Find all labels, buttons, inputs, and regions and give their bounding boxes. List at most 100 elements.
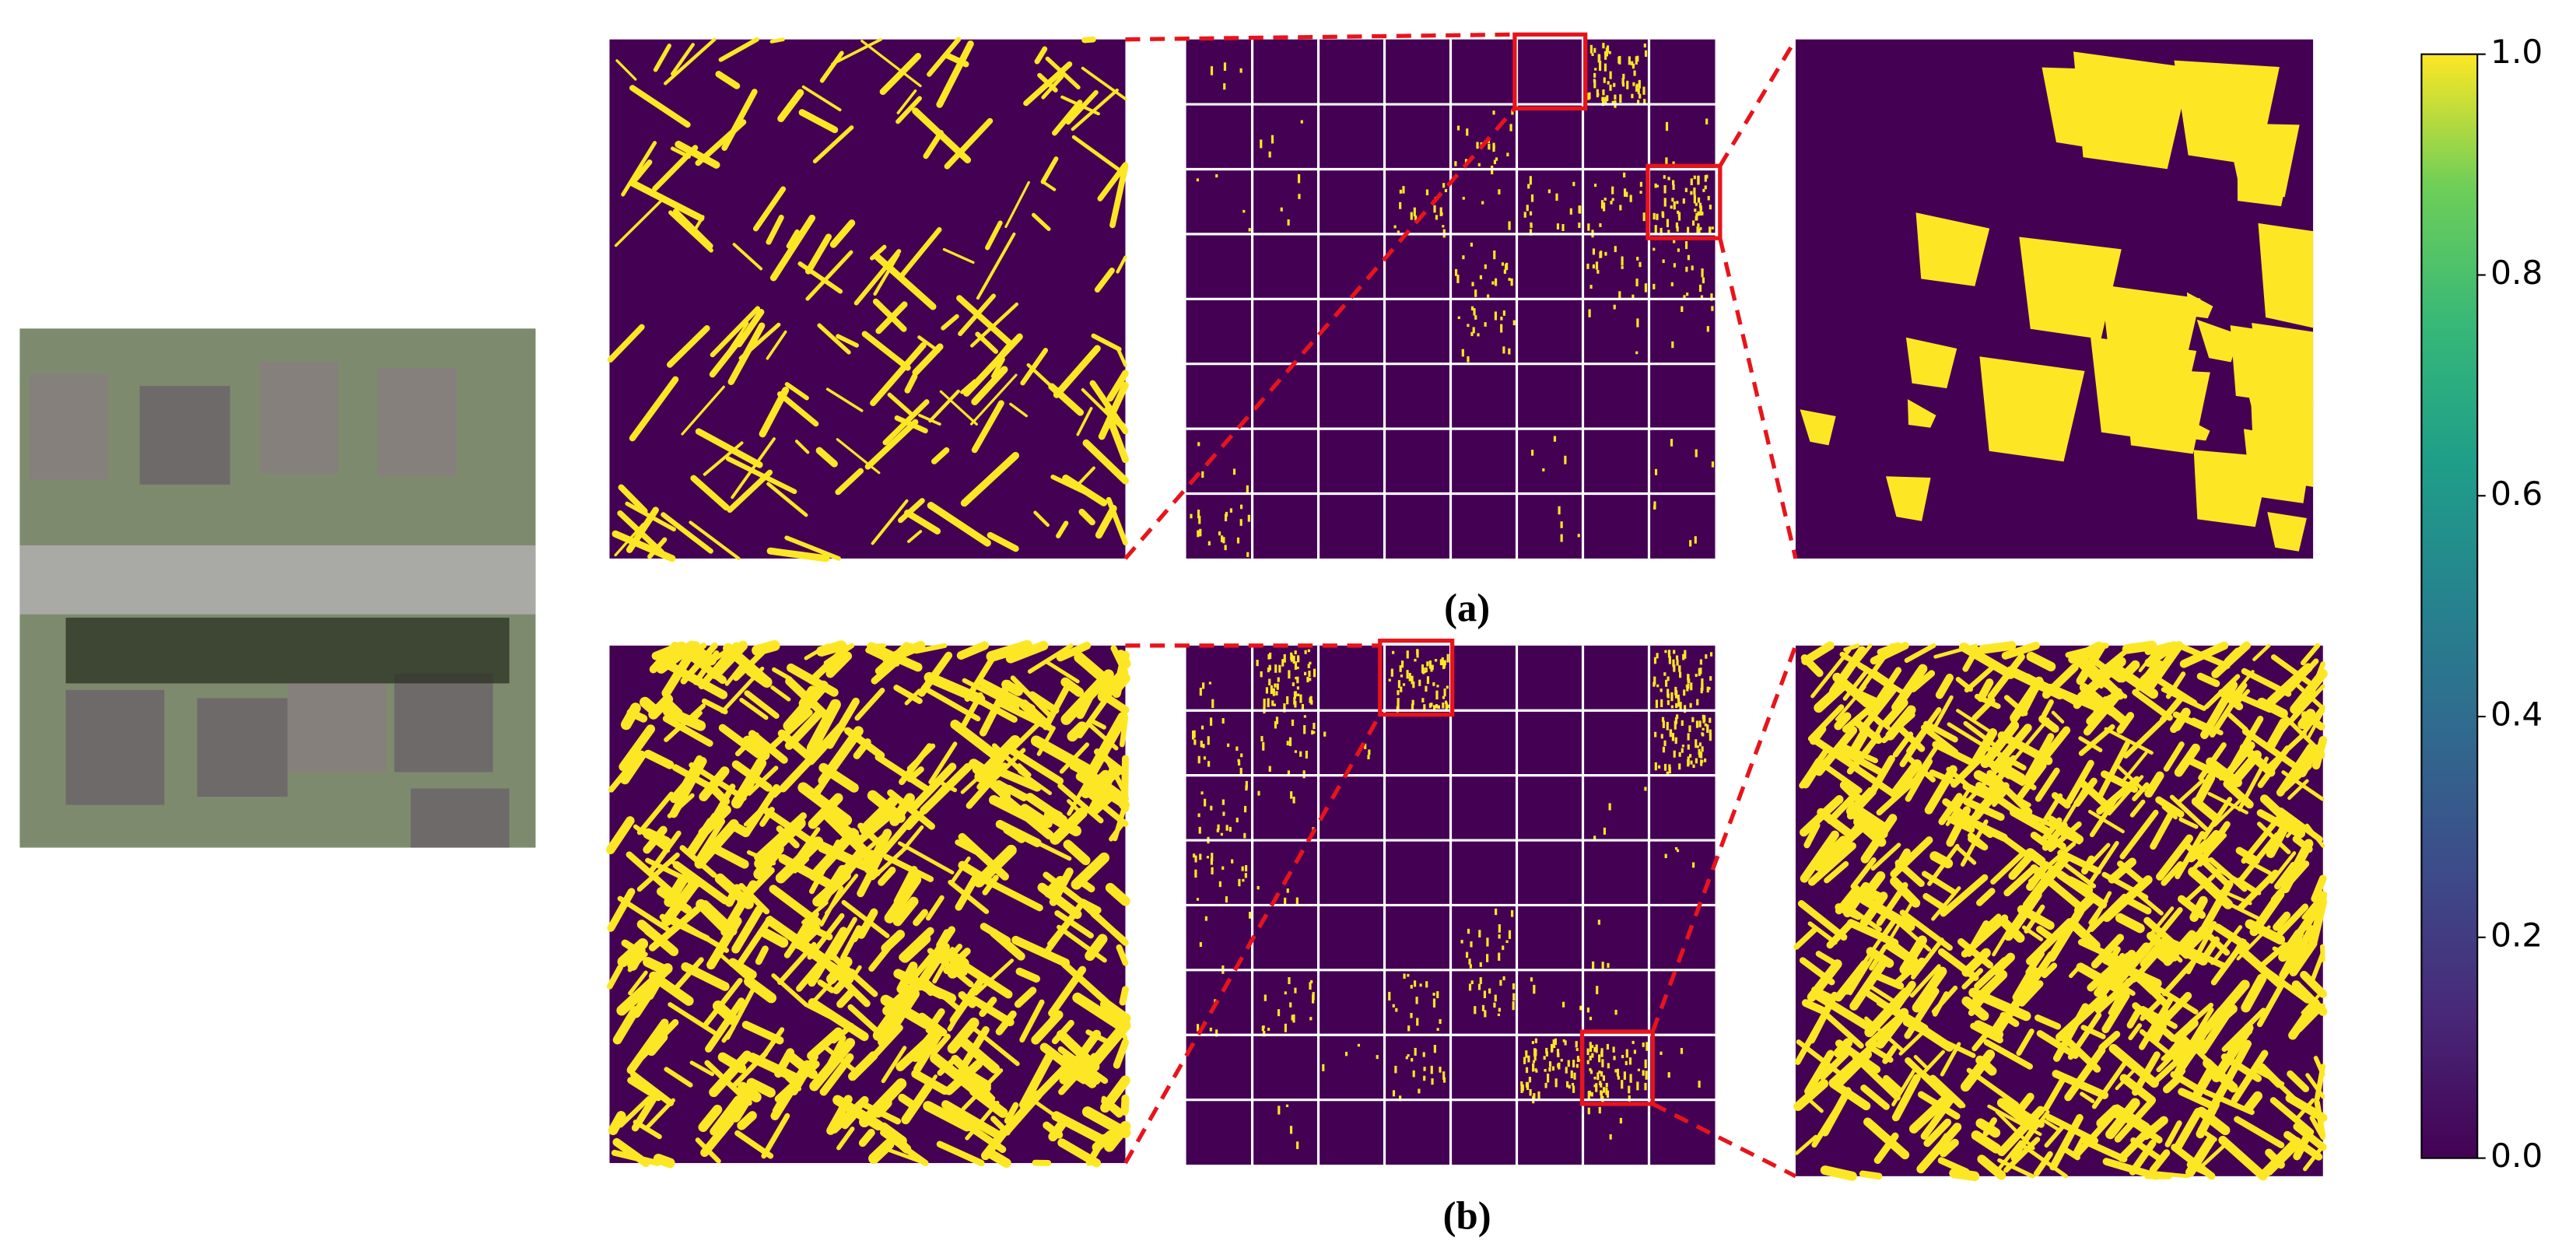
activation — [1610, 200, 1613, 205]
binary-map — [1795, 39, 2314, 559]
activation — [1406, 650, 1409, 659]
activation — [1109, 163, 1129, 229]
activation — [1494, 311, 1498, 321]
activation — [2104, 727, 2154, 755]
activation — [1207, 736, 1210, 745]
activation — [1670, 205, 1673, 209]
activation — [2018, 980, 2044, 1007]
zoom-line — [1718, 38, 1798, 167]
activation — [847, 1004, 878, 1032]
activation — [981, 876, 1043, 912]
activation — [833, 820, 864, 846]
activation — [1592, 961, 1595, 970]
activation — [1843, 643, 1860, 652]
activation — [925, 895, 945, 921]
activation — [633, 159, 653, 182]
activation — [783, 910, 819, 958]
activation — [1442, 183, 1446, 188]
activation — [1508, 930, 1512, 939]
activation — [1882, 699, 1908, 727]
activation — [1206, 856, 1210, 859]
activation — [755, 945, 769, 965]
activation — [1477, 333, 1480, 337]
activation — [754, 812, 807, 861]
activation — [1859, 1170, 1883, 1180]
activation — [1642, 1042, 1645, 1047]
activation — [765, 916, 825, 962]
activation — [1586, 1048, 1589, 1056]
activation — [1225, 825, 1228, 831]
activation — [1010, 675, 1054, 720]
activation — [1457, 316, 1460, 320]
activation — [1493, 1002, 1496, 1008]
activation — [1443, 688, 1446, 697]
activation — [2185, 1134, 2216, 1177]
activation — [1544, 1082, 1547, 1088]
activation — [1608, 803, 1611, 811]
activation — [1208, 682, 1211, 685]
activation — [1690, 682, 1693, 691]
activation — [2252, 643, 2271, 661]
activation — [2203, 674, 2241, 710]
activation — [1923, 1118, 1952, 1148]
activation — [2076, 661, 2104, 689]
activation — [1390, 668, 1393, 677]
activation — [1532, 1060, 1536, 1064]
activation — [1682, 654, 1685, 661]
activation — [1245, 780, 1248, 789]
activation — [1472, 327, 1475, 334]
activation — [1593, 72, 1596, 78]
activation — [1082, 439, 1130, 485]
activation — [1587, 1091, 1590, 1099]
activation — [898, 498, 925, 524]
activation — [1309, 1017, 1313, 1021]
activation — [1099, 998, 1131, 1025]
activation — [1696, 226, 1699, 236]
activation — [1293, 696, 1296, 705]
activation — [1231, 859, 1234, 864]
activation — [1273, 703, 1276, 706]
activation — [1059, 1029, 1102, 1085]
colorbar-tick-label: 1.0 — [2490, 33, 2543, 71]
activation — [1711, 461, 1715, 468]
activation — [1270, 685, 1273, 695]
activation — [1297, 657, 1300, 663]
activation — [2080, 855, 2095, 875]
activation — [2101, 682, 2128, 699]
activation — [1419, 983, 1422, 987]
activation — [2269, 1097, 2315, 1136]
activation — [1092, 773, 1130, 803]
activation — [1078, 899, 1102, 914]
activation — [1866, 871, 1886, 895]
activation — [1633, 1050, 1637, 1054]
activation — [1413, 980, 1417, 987]
activation — [1603, 63, 1607, 72]
activation — [1416, 650, 1419, 658]
activation — [1520, 1081, 1523, 1086]
activation — [1198, 826, 1201, 834]
activation — [2140, 1006, 2178, 1029]
activation — [918, 413, 941, 426]
activation — [1633, 70, 1636, 76]
activation — [1828, 1040, 1879, 1086]
region — [1800, 409, 1836, 446]
activation — [653, 44, 671, 72]
activation — [1995, 759, 2026, 780]
activation — [1628, 1085, 1631, 1094]
activation — [1575, 1064, 1579, 1068]
activation — [958, 991, 976, 1008]
activation — [2200, 1142, 2228, 1168]
activation — [1211, 867, 1214, 874]
activation — [1689, 540, 1692, 547]
activation — [836, 438, 881, 475]
activation — [1661, 211, 1664, 217]
activation — [2101, 770, 2139, 794]
activation — [1701, 683, 1704, 691]
activation — [1048, 383, 1085, 416]
activation — [1426, 661, 1429, 667]
activation — [1890, 759, 1922, 799]
activation — [896, 89, 917, 114]
activation — [1577, 534, 1580, 538]
activation — [985, 220, 1003, 251]
activation — [1550, 1043, 1554, 1053]
